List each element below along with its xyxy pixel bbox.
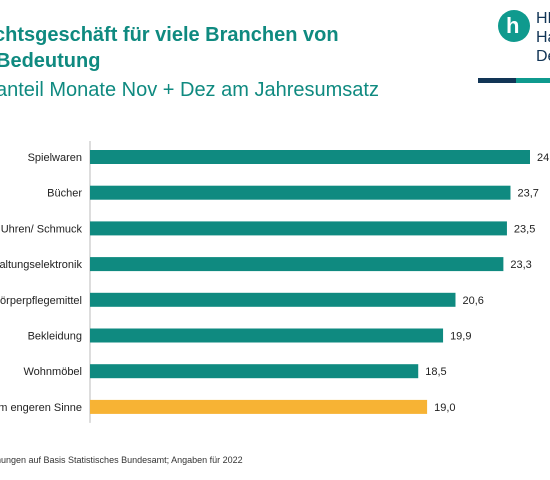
category-label-3: altungselektronik [0, 259, 82, 271]
chart-title-line1: chtsgeschäft für viele Branchen von [0, 24, 339, 46]
category-label-1: Bücher [47, 188, 82, 200]
category-label-4: Körperpflegemittel [0, 295, 82, 307]
value-label-1: 23,7 [517, 188, 538, 200]
value-label-0: 24 [537, 152, 549, 164]
value-label-7: 19,0 [434, 402, 455, 414]
value-label-3: 23,3 [510, 259, 531, 271]
bar-0 [90, 150, 530, 164]
source-footnote: nungen auf Basis Statistisches Bundesamt… [0, 455, 243, 465]
header-rule-dark [478, 78, 516, 83]
category-label-6: Wohnmöbel [24, 366, 83, 378]
bar-6 [90, 364, 419, 379]
logo-text-line1: HD [536, 10, 550, 27]
chart-subtitle: anteil Monate Nov + Dez am Jahresumsatz [0, 79, 379, 101]
logo-text-line3: De [536, 48, 550, 65]
logo-initial: h [506, 13, 520, 38]
chart-title-line2: Bedeutung [0, 50, 101, 72]
category-label-7: m engeren Sinne [0, 402, 82, 414]
category-label-0: Spielwaren [28, 152, 82, 164]
logo-text-line2: Ha [536, 29, 550, 46]
bar-7 [90, 399, 428, 414]
category-label-5: Bekleidung [28, 331, 82, 343]
hde-logo: h HD Ha De [498, 10, 550, 70]
category-label-2: Uhren/ Schmuck [1, 223, 83, 235]
bar-5 [90, 328, 444, 343]
value-label-4: 20,6 [462, 295, 483, 307]
logo-circle-icon: h [498, 10, 530, 42]
bar-4 [90, 292, 456, 307]
bar-2 [90, 221, 507, 236]
bar-1 [90, 185, 511, 200]
value-label-2: 23,5 [514, 223, 535, 235]
header-rule-teal [516, 78, 550, 83]
value-label-5: 19,9 [450, 331, 471, 343]
bar-3 [90, 257, 504, 272]
value-label-6: 18,5 [425, 366, 446, 378]
